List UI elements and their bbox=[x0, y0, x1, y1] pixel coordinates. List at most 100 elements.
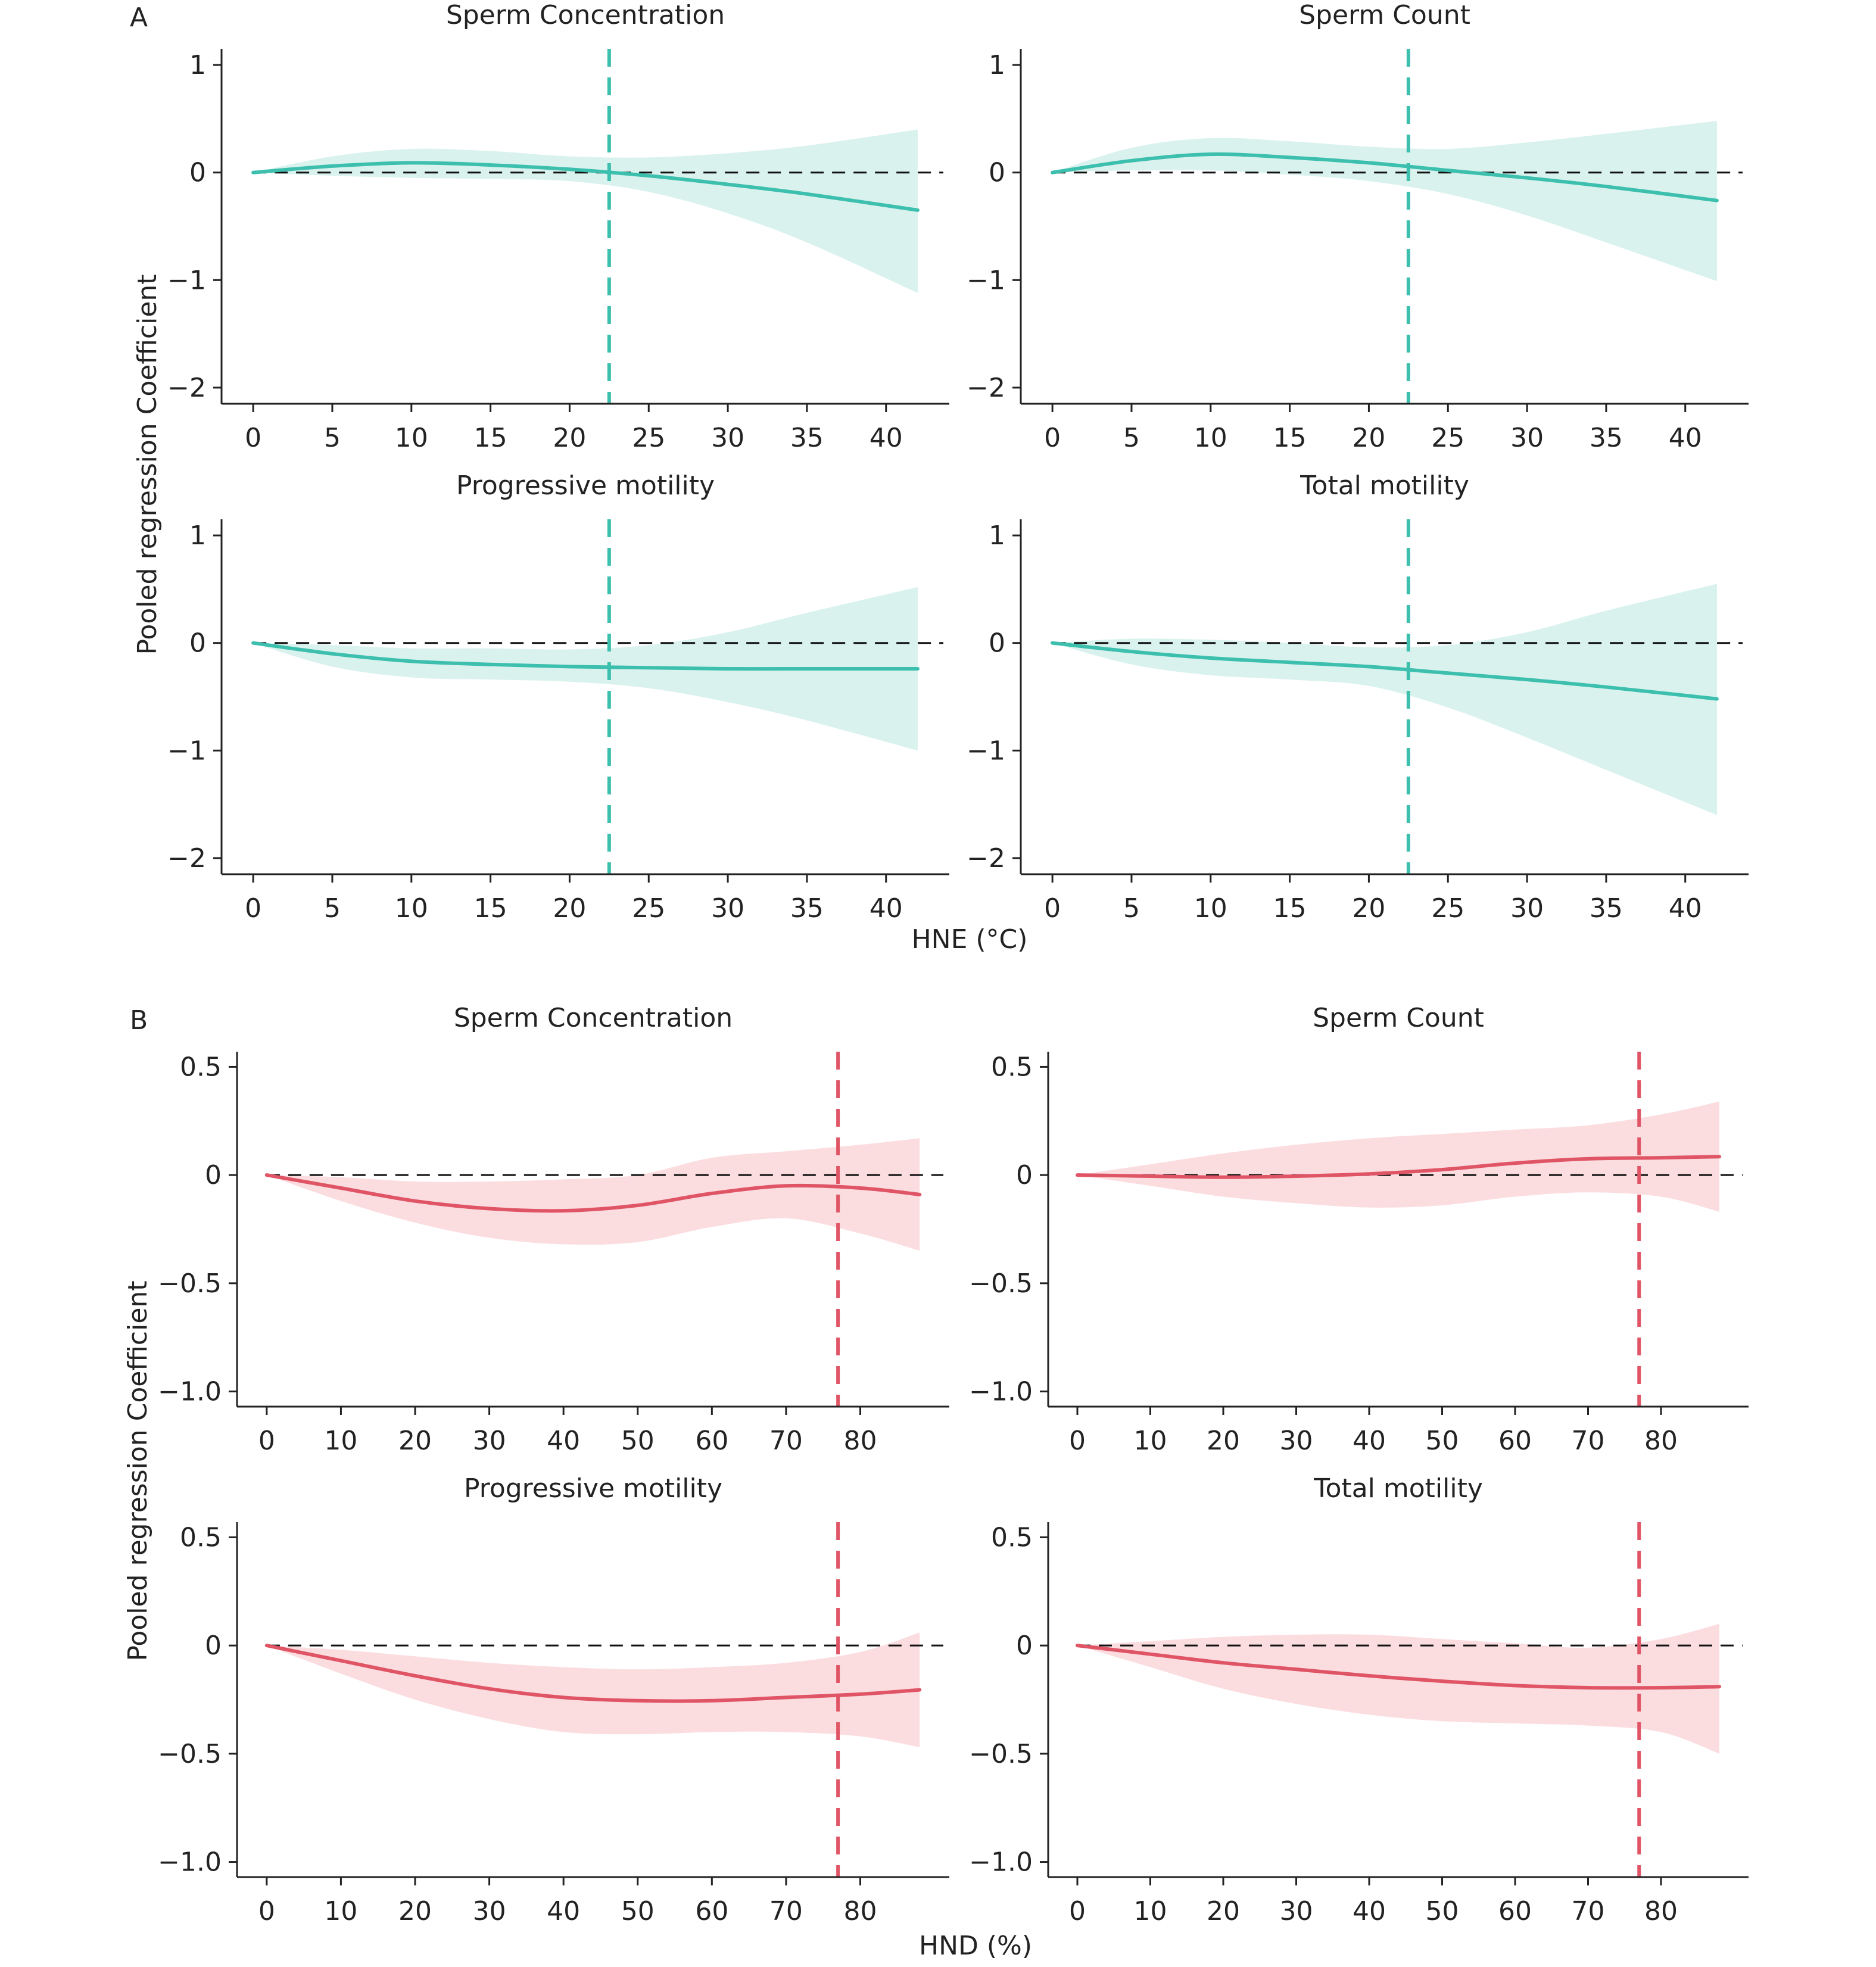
x-tick-label: 10 bbox=[1194, 423, 1227, 453]
x-tick-label: 40 bbox=[547, 1426, 580, 1456]
subplot-title: Sperm Concentration bbox=[454, 1003, 733, 1033]
x-tick-label: 15 bbox=[474, 423, 507, 453]
y-tick-label: −2 bbox=[167, 843, 206, 874]
subplot: Sperm Concentration 0.5 0 −0.5 −1.0 0 10 20 30 40… bbox=[158, 1003, 949, 1456]
x-tick-label: 30 bbox=[1510, 893, 1544, 924]
y-tick-label: 1 bbox=[989, 50, 1005, 80]
x-tick-label: 40 bbox=[547, 1896, 580, 1927]
x-tick-label: 20 bbox=[1207, 1896, 1240, 1927]
x-tick-label: 50 bbox=[1426, 1896, 1459, 1927]
x-tick-label: 15 bbox=[1273, 893, 1307, 924]
confidence-band bbox=[253, 129, 918, 293]
panel-a-xlabel: HNE (°C) bbox=[912, 924, 1028, 955]
x-tick-label: 5 bbox=[1123, 893, 1140, 924]
subplot: Progressive motility 0.5 0 −0.5 −1.0 0 10 20 30 4… bbox=[158, 1473, 949, 1927]
x-tick-label: 50 bbox=[621, 1426, 655, 1456]
x-tick-label: 20 bbox=[1207, 1426, 1240, 1456]
x-tick-label: 80 bbox=[1644, 1426, 1678, 1456]
x-tick-label: 20 bbox=[398, 1426, 432, 1456]
y-tick-label: 0.5 bbox=[991, 1052, 1033, 1082]
x-tick-label: 60 bbox=[1498, 1426, 1532, 1456]
y-tick-label: 0.5 bbox=[991, 1522, 1033, 1553]
x-tick-label: 35 bbox=[1590, 893, 1623, 924]
x-tick-label: 10 bbox=[324, 1896, 357, 1927]
x-tick-label: 20 bbox=[553, 423, 586, 453]
subplot-title: Sperm Concentration bbox=[446, 0, 725, 30]
y-tick-label: 0 bbox=[1016, 1160, 1033, 1190]
x-tick-label: 70 bbox=[769, 1426, 803, 1456]
x-tick-label: 60 bbox=[695, 1426, 728, 1456]
x-tick-label: 40 bbox=[1353, 1896, 1386, 1927]
y-tick-label: 0 bbox=[1016, 1631, 1033, 1661]
x-tick-label: 60 bbox=[1498, 1896, 1532, 1927]
confidence-band bbox=[1052, 584, 1717, 815]
x-tick-label: 10 bbox=[324, 1426, 357, 1456]
x-tick-label: 5 bbox=[324, 893, 341, 924]
x-tick-label: 30 bbox=[711, 893, 744, 924]
x-tick-label: 0 bbox=[258, 1426, 275, 1456]
confidence-band bbox=[1077, 1101, 1719, 1212]
y-tick-label: −2 bbox=[967, 373, 1005, 403]
x-tick-label: 0 bbox=[1069, 1896, 1086, 1927]
x-tick-label: 15 bbox=[474, 893, 507, 924]
x-tick-label: 25 bbox=[1431, 893, 1464, 924]
y-tick-label: 1 bbox=[189, 50, 206, 80]
x-tick-label: 60 bbox=[695, 1896, 728, 1927]
x-tick-label: 20 bbox=[1352, 893, 1385, 924]
x-tick-label: 35 bbox=[1590, 423, 1623, 453]
x-tick-label: 50 bbox=[621, 1896, 655, 1927]
x-tick-label: 80 bbox=[844, 1426, 877, 1456]
subplot-title: Sperm Count bbox=[1313, 1003, 1484, 1033]
x-tick-label: 10 bbox=[395, 893, 428, 924]
series-line bbox=[1076, 1644, 1721, 1690]
y-tick-label: 0.5 bbox=[180, 1522, 222, 1553]
x-tick-label: 10 bbox=[1134, 1426, 1167, 1456]
x-tick-label: 25 bbox=[632, 423, 665, 453]
x-tick-label: 70 bbox=[1572, 1896, 1605, 1927]
subplot-title: Progressive motility bbox=[456, 470, 715, 501]
y-tick-label: 0 bbox=[189, 628, 206, 659]
y-tick-label: 0 bbox=[989, 158, 1005, 188]
x-tick-label: 0 bbox=[258, 1896, 275, 1927]
x-tick-label: 30 bbox=[473, 1426, 506, 1456]
y-tick-label: 0 bbox=[205, 1631, 222, 1661]
series-line bbox=[251, 641, 920, 671]
x-tick-label: 70 bbox=[1572, 1426, 1605, 1456]
x-tick-label: 25 bbox=[1431, 423, 1464, 453]
series-line bbox=[264, 1644, 922, 1703]
y-tick-label: 0.5 bbox=[180, 1052, 222, 1082]
x-tick-label: 70 bbox=[769, 1896, 803, 1927]
panel-a-ylabel: Pooled regression Coefficient bbox=[132, 274, 163, 654]
series-line bbox=[264, 1173, 922, 1213]
y-tick-label: −1.0 bbox=[158, 1377, 222, 1407]
y-tick-label: −0.5 bbox=[969, 1739, 1033, 1769]
x-tick-label: 20 bbox=[1352, 423, 1385, 453]
x-tick-label: 40 bbox=[1353, 1426, 1386, 1456]
x-tick-label: 0 bbox=[1044, 423, 1061, 453]
y-tick-label: −1 bbox=[967, 265, 1005, 295]
y-tick-label: −1.0 bbox=[158, 1847, 222, 1878]
series-line bbox=[1051, 641, 1719, 701]
subplot-title: Total motility bbox=[1300, 470, 1469, 501]
x-tick-label: 30 bbox=[1280, 1426, 1313, 1456]
x-tick-label: 80 bbox=[844, 1896, 877, 1927]
y-tick-label: 0 bbox=[205, 1160, 222, 1190]
y-tick-label: −0.5 bbox=[158, 1268, 222, 1299]
subplot-title: Progressive motility bbox=[464, 1473, 722, 1504]
y-tick-label: 0 bbox=[989, 628, 1005, 659]
x-tick-label: 35 bbox=[790, 423, 824, 453]
y-tick-label: −0.5 bbox=[969, 1268, 1033, 1299]
confidence-band bbox=[1077, 1623, 1719, 1754]
y-tick-label: −1 bbox=[167, 265, 206, 295]
x-tick-label: 80 bbox=[1644, 1896, 1678, 1927]
y-tick-label: 1 bbox=[989, 520, 1005, 551]
x-tick-label: 40 bbox=[1669, 893, 1702, 924]
y-tick-label: −0.5 bbox=[158, 1739, 222, 1769]
x-tick-label: 50 bbox=[1426, 1426, 1459, 1456]
y-tick-label: −1 bbox=[167, 735, 206, 766]
